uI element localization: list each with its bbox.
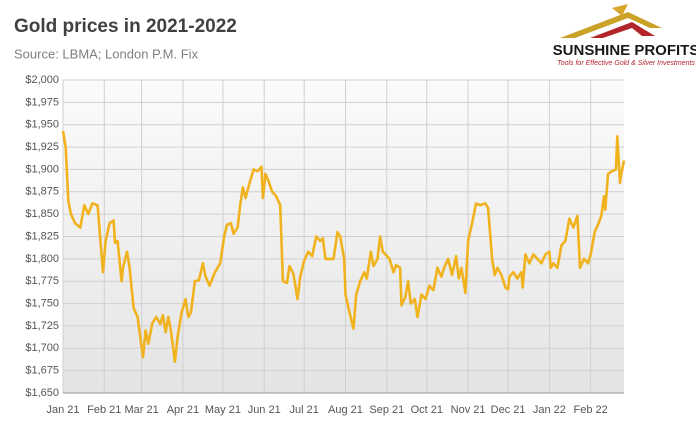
logo-name: SUNSHINE PROFITS: [553, 42, 696, 59]
logo-roof: [560, 12, 662, 38]
y-tick-label: $1,750: [25, 297, 59, 309]
logo: SUNSHINE PROFITS Tools for Effective Gol…: [553, 4, 696, 67]
y-tick-label: $1,775: [25, 275, 59, 287]
x-tick-label: Sep 21: [369, 404, 404, 416]
y-tick-label: $1,825: [25, 230, 59, 242]
x-tick-label: Nov 21: [451, 404, 486, 416]
y-tick-label: $1,850: [25, 208, 59, 220]
marks: [61, 130, 626, 363]
x-tick-label: Aug 21: [328, 404, 363, 416]
y-tick-label: $2,000: [25, 74, 59, 86]
y-tick-label: $1,700: [25, 342, 59, 354]
x-tick-label: Jun 21: [248, 404, 281, 416]
x-tick-label: Oct 21: [411, 404, 443, 416]
chart-title: Gold prices in 2021-2022: [14, 16, 237, 37]
x-tick-label: May 21: [205, 404, 241, 416]
x-tick-label: Jan 22: [533, 404, 566, 416]
y-tick-label: $1,650: [25, 387, 59, 399]
y-tick-label: $1,725: [25, 320, 59, 332]
price-line: [61, 130, 626, 363]
y-tick-label: $1,975: [25, 96, 59, 108]
y-tick-label: $1,675: [25, 365, 59, 377]
x-tick-label: Jan 21: [46, 404, 79, 416]
tick-labels: $1,650 $1,675 $1,700 $1,725 $1,750 $1,775 $1,8…: [25, 74, 607, 416]
y-tick-label: $1,875: [25, 186, 59, 198]
y-tick-label: $1,925: [25, 141, 59, 153]
x-tick-label: Jul 21: [290, 404, 319, 416]
logo-tagline: Tools for Effective Gold & Silver Invest…: [557, 60, 695, 67]
y-tick-label: $1,950: [25, 119, 59, 131]
logo-ray: [612, 4, 628, 16]
x-tick-label: Mar 21: [124, 404, 158, 416]
y-tick-label: $1,800: [25, 253, 59, 265]
x-tick-label: Apr 21: [167, 404, 199, 416]
y-tick-label: $1,900: [25, 163, 59, 175]
x-tick-label: Feb 21: [87, 404, 121, 416]
x-tick-label: Feb 22: [574, 404, 608, 416]
x-tick-label: Dec 21: [491, 404, 526, 416]
logo-roof-inner: [590, 22, 655, 38]
chart-subtitle: Source: LBMA; London P.M. Fix: [14, 46, 199, 61]
grid: [62, 79, 624, 394]
